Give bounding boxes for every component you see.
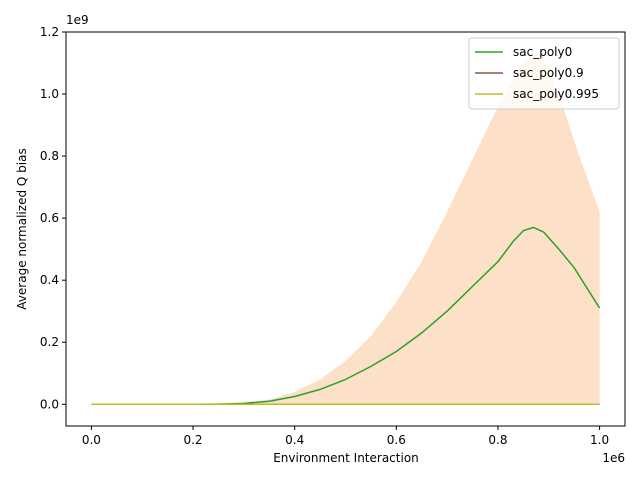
y-tick-label: 0.2 xyxy=(40,335,59,349)
legend-entry-label: sac_poly0.995 xyxy=(513,87,599,101)
y-axis-label: Average normalized Q bias xyxy=(15,148,29,309)
plot-area xyxy=(91,53,601,406)
x-tick-label: 1.0 xyxy=(590,433,609,447)
x-axis-label: Environment Interaction xyxy=(273,451,419,465)
axes-frame xyxy=(65,31,626,427)
y-tick-label: 1.2 xyxy=(40,25,59,39)
x-tick-label: 0.6 xyxy=(387,433,406,447)
x-tick-label: 0.8 xyxy=(488,433,507,447)
confidence-band xyxy=(91,53,600,405)
y-offset-label: 1e9 xyxy=(66,13,89,27)
y-tick-label: 0.0 xyxy=(40,397,59,411)
y-tick-label: 0.6 xyxy=(40,211,59,225)
y-tick-label: 1.0 xyxy=(40,87,59,101)
legend-entry-label: sac_poly0.9 xyxy=(513,66,584,80)
x-axis: 0.0 0.2 0.4 0.6 0.8 1.0 xyxy=(82,426,609,447)
x-offset-label: 1e6 xyxy=(602,451,625,465)
y-axis: 0.0 0.2 0.4 0.6 0.8 1.0 1.2 xyxy=(40,25,66,411)
x-tick-label: 0.2 xyxy=(183,433,202,447)
y-tick-label: 0.8 xyxy=(40,149,59,163)
x-tick-label: 0.0 xyxy=(82,433,101,447)
legend: sac_poly0 sac_poly0.9 sac_poly0.995 xyxy=(468,37,620,110)
series-line-0 xyxy=(91,226,601,406)
legend-entry-label: sac_poly0 xyxy=(513,45,572,59)
legend-box xyxy=(468,37,620,110)
y-tick-label: 0.4 xyxy=(40,273,59,287)
x-tick-label: 0.4 xyxy=(285,433,304,447)
